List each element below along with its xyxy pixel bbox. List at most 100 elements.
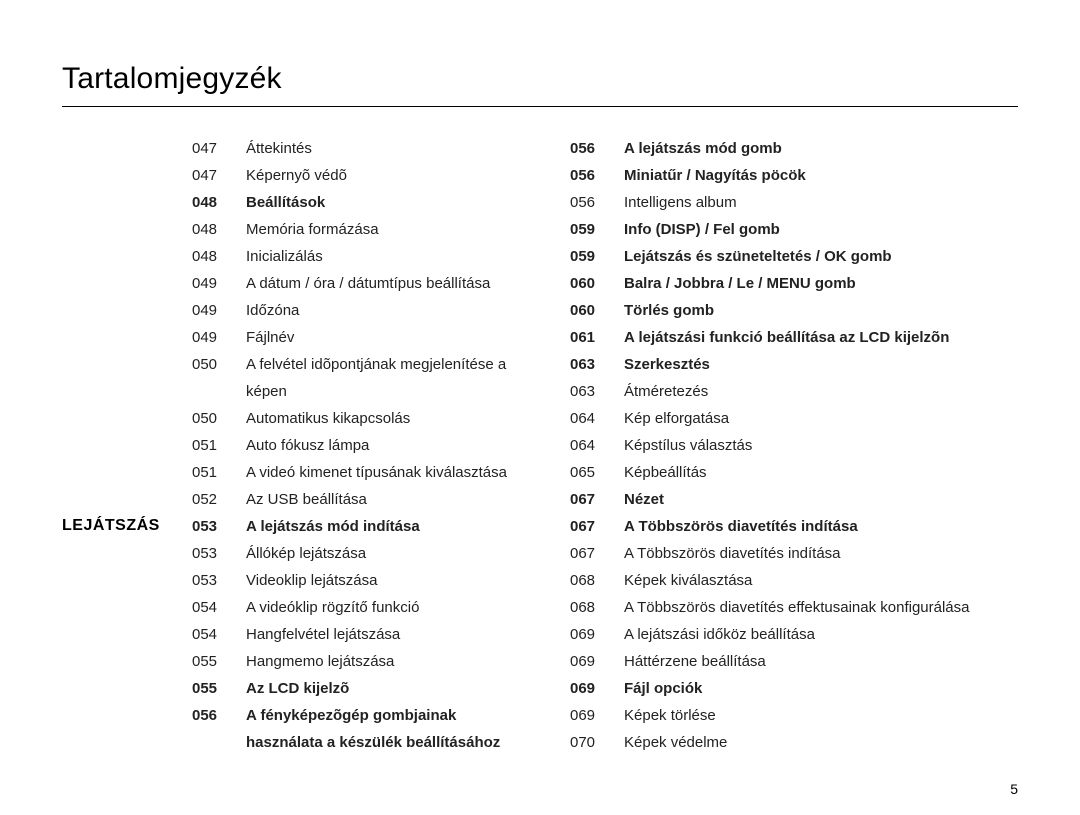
toc-row: 056A fényképezõgép gombjainak használata…: [62, 702, 510, 756]
toc-entry-text: Törlés gomb: [624, 297, 1018, 324]
toc-row: 054A videóklip rögzítő funkció: [62, 594, 510, 621]
toc-page-ref: 070: [570, 729, 624, 756]
toc-entry-text: Hangfelvétel lejátszása: [246, 621, 510, 648]
toc-page-ref: 055: [192, 648, 246, 675]
toc-page-ref: 049: [192, 324, 246, 351]
toc-page-ref: 061: [570, 324, 624, 351]
toc-row: 052Az USB beállítása: [62, 486, 510, 513]
toc-page-ref: 063: [570, 351, 624, 378]
toc-page-ref: 052: [192, 486, 246, 513]
page-number: 5: [1010, 781, 1018, 797]
toc-entry-text: Nézet: [624, 486, 1018, 513]
toc-entry-text: A dátum / óra / dátumtípus beállítása: [246, 270, 510, 297]
toc-row: 055Hangmemo lejátszása: [62, 648, 510, 675]
toc-entry-text: Memória formázása: [246, 216, 510, 243]
toc-page-ref: 056: [570, 162, 624, 189]
toc-entry-text: Fájl opciók: [624, 675, 1018, 702]
toc-entry-text: Intelligens album: [624, 189, 1018, 216]
toc-entry-text: A videóklip rögzítő funkció: [246, 594, 510, 621]
toc-row: 047Képernyõ védõ: [62, 162, 510, 189]
toc-entry-text: Képbeállítás: [624, 459, 1018, 486]
toc-row: 063Szerkesztés: [570, 351, 1018, 378]
toc-entry-text: Info (DISP) / Fel gomb: [624, 216, 1018, 243]
toc-row: 059Lejátszás és szüneteltetés / OK gomb: [570, 243, 1018, 270]
toc-page-ref: 055: [192, 675, 246, 702]
toc-page-ref: 054: [192, 594, 246, 621]
toc-row: 069Háttérzene beállítása: [570, 648, 1018, 675]
toc-row: 067Nézet: [570, 486, 1018, 513]
toc-entry-text: Kép elforgatása: [624, 405, 1018, 432]
toc-entry-text: Az LCD kijelzõ: [246, 675, 510, 702]
toc-row: 050Automatikus kikapcsolás: [62, 405, 510, 432]
toc-page-ref: 053: [192, 540, 246, 567]
toc-entry-text: Automatikus kikapcsolás: [246, 405, 510, 432]
toc-row: 049Időzóna: [62, 297, 510, 324]
toc-entry-text: A fényképezõgép gombjainak használata a …: [246, 702, 510, 756]
toc-row: 069Fájl opciók: [570, 675, 1018, 702]
toc-row: 056A lejátszás mód gomb: [570, 135, 1018, 162]
toc-row: 059Info (DISP) / Fel gomb: [570, 216, 1018, 243]
toc-page-ref: 069: [570, 648, 624, 675]
toc-row: 048Inicializálás: [62, 243, 510, 270]
toc-row: 060Törlés gomb: [570, 297, 1018, 324]
toc-entry-text: A Többszörös diavetítés effektusainak ko…: [624, 594, 1018, 621]
toc-entry-text: Képek védelme: [624, 729, 1018, 756]
toc-entry-text: A lejátszás mód indítása: [246, 513, 510, 540]
toc-page-ref: 056: [192, 702, 246, 729]
toc-row: 050A felvétel idõpontjának megjelenítése…: [62, 351, 510, 405]
toc-page-ref: 054: [192, 621, 246, 648]
toc-row: 047Áttekintés: [62, 135, 510, 162]
toc-entry-text: A Többszörös diavetítés indítása: [624, 540, 1018, 567]
toc-entry-text: A lejátszás mód gomb: [624, 135, 1018, 162]
toc-page-ref: 048: [192, 216, 246, 243]
toc-page-ref: 056: [570, 135, 624, 162]
toc-row: 070Képek védelme: [570, 729, 1018, 756]
toc-page-ref: 069: [570, 702, 624, 729]
toc-page-ref: 050: [192, 351, 246, 378]
toc-row: 053Videoklip lejátszása: [62, 567, 510, 594]
toc-entry-text: A felvétel idõpontjának megjelenítése a …: [246, 351, 510, 405]
toc-row: 049Fájlnév: [62, 324, 510, 351]
toc-entry-text: Háttérzene beállítása: [624, 648, 1018, 675]
toc-entry-text: A Többszörös diavetítés indítása: [624, 513, 1018, 540]
toc-page-ref: 047: [192, 135, 246, 162]
toc-row: 067A Többszörös diavetítés indítása: [570, 513, 1018, 540]
toc-entry-text: Auto fókusz lámpa: [246, 432, 510, 459]
toc-row: 069A lejátszási időköz beállítása: [570, 621, 1018, 648]
toc-row: 055Az LCD kijelzõ: [62, 675, 510, 702]
toc-row: 067A Többszörös diavetítés indítása: [570, 540, 1018, 567]
toc-row: 060Balra / Jobbra / Le / MENU gomb: [570, 270, 1018, 297]
toc-entry-text: A lejátszási időköz beállítása: [624, 621, 1018, 648]
toc-entry-text: Állókép lejátszása: [246, 540, 510, 567]
toc-page-ref: 069: [570, 675, 624, 702]
toc-page-ref: 053: [192, 567, 246, 594]
toc-page-ref: 068: [570, 594, 624, 621]
toc-entry-text: Fájlnév: [246, 324, 510, 351]
toc-page-ref: 069: [570, 621, 624, 648]
toc-entry-text: Hangmemo lejátszása: [246, 648, 510, 675]
toc-page: Tartalomjegyzék 047Áttekintés047Képernyõ…: [0, 0, 1080, 815]
toc-row: 068Képek kiválasztása: [570, 567, 1018, 594]
toc-entry-text: Időzóna: [246, 297, 510, 324]
toc-entry-text: Átméretezés: [624, 378, 1018, 405]
toc-row: 051Auto fókusz lámpa: [62, 432, 510, 459]
toc-entry-text: Videoklip lejátszása: [246, 567, 510, 594]
toc-page-ref: 067: [570, 540, 624, 567]
toc-row: 053Állókép lejátszása: [62, 540, 510, 567]
toc-page-ref: 053: [192, 513, 246, 540]
section-label: LEJÁTSZÁS: [62, 517, 160, 535]
toc-row: 065Képbeállítás: [570, 459, 1018, 486]
toc-row: 049A dátum / óra / dátumtípus beállítása: [62, 270, 510, 297]
toc-entry-text: A lejátszási funkció beállítása az LCD k…: [624, 324, 1018, 351]
toc-list-left: 047Áttekintés047Képernyõ védõ048Beállítá…: [62, 135, 510, 756]
toc-list-right: 056A lejátszás mód gomb056Miniatűr / Nag…: [570, 135, 1018, 756]
toc-page-ref: 048: [192, 189, 246, 216]
toc-row: 048Memória formázása: [62, 216, 510, 243]
toc-page-ref: 051: [192, 432, 246, 459]
toc-row: 064Kép elforgatása: [570, 405, 1018, 432]
toc-page-ref: 047: [192, 162, 246, 189]
toc-row: 063Átméretezés: [570, 378, 1018, 405]
toc-row: 064Képstílus választás: [570, 432, 1018, 459]
toc-page-ref: 063: [570, 378, 624, 405]
toc-page-ref: 051: [192, 459, 246, 486]
